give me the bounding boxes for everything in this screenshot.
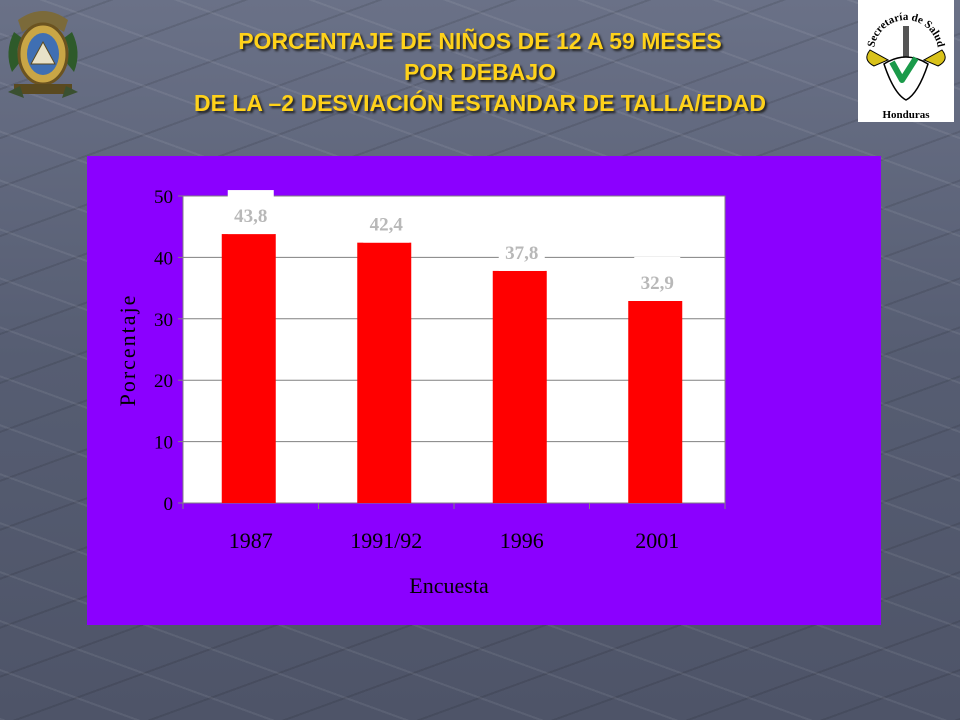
data-label-box [634,256,681,301]
title-line-2: POR DEBAJO [403,59,557,85]
x-tick-marks [182,503,726,509]
bar-chart: 0 10 20 30 40 50 43,8 42,4 37,8 32,9 1987 1991/92… [115,187,726,598]
bar-1991/92 [357,242,412,503]
title-line-3: DE LA –2 DESVIACIÓN ESTANDAR DE TALLA/ED… [193,90,767,116]
data-label-box [498,226,545,271]
bar-1996 [492,270,547,503]
y-tick-label: 0 [164,494,174,515]
data-label-box [363,198,410,243]
y-tick-label: 40 [154,248,173,269]
chart-panel: 0 10 20 30 40 50 43,8 42,4 37,8 32,9 1987 1991/92… [87,156,881,625]
y-tick-label: 10 [154,433,173,454]
data-label: 32,9 [641,273,674,294]
x-axis-title: Encuesta [409,573,489,598]
data-label: 37,8 [505,243,538,264]
bar-1987 [221,234,276,503]
health-secretariat-seal-icon: Secretaría de Salud Honduras [858,0,954,122]
category-label: 2001 [635,528,679,553]
coat-of-arms-icon [4,2,82,102]
y-axis-title: Porcentaje [115,294,140,407]
category-labels: 1987 1991/92 1996 2001 [229,528,680,553]
category-label: 1996 [500,528,544,553]
bars [221,234,683,503]
y-tick-label: 20 [154,371,173,392]
slide-title: PORCENTAJE DE NIÑOS DE 12 A 59 MESES POR… [120,26,840,119]
title-line-1: PORCENTAJE DE NIÑOS DE 12 A 59 MESES [238,28,722,54]
category-label: 1991/92 [350,528,422,553]
category-label: 1987 [229,528,273,553]
data-label-box [227,190,274,235]
seal-bottom-text: Honduras [882,109,930,121]
y-tick-label: 50 [154,187,173,208]
y-tick-labels: 0 10 20 30 40 50 [154,187,173,515]
bar-2001 [628,300,683,503]
y-tick-label: 30 [154,310,173,331]
data-label: 42,4 [370,215,404,236]
data-label: 43,8 [234,206,267,227]
data-labels: 43,8 42,4 37,8 32,9 [227,190,681,301]
